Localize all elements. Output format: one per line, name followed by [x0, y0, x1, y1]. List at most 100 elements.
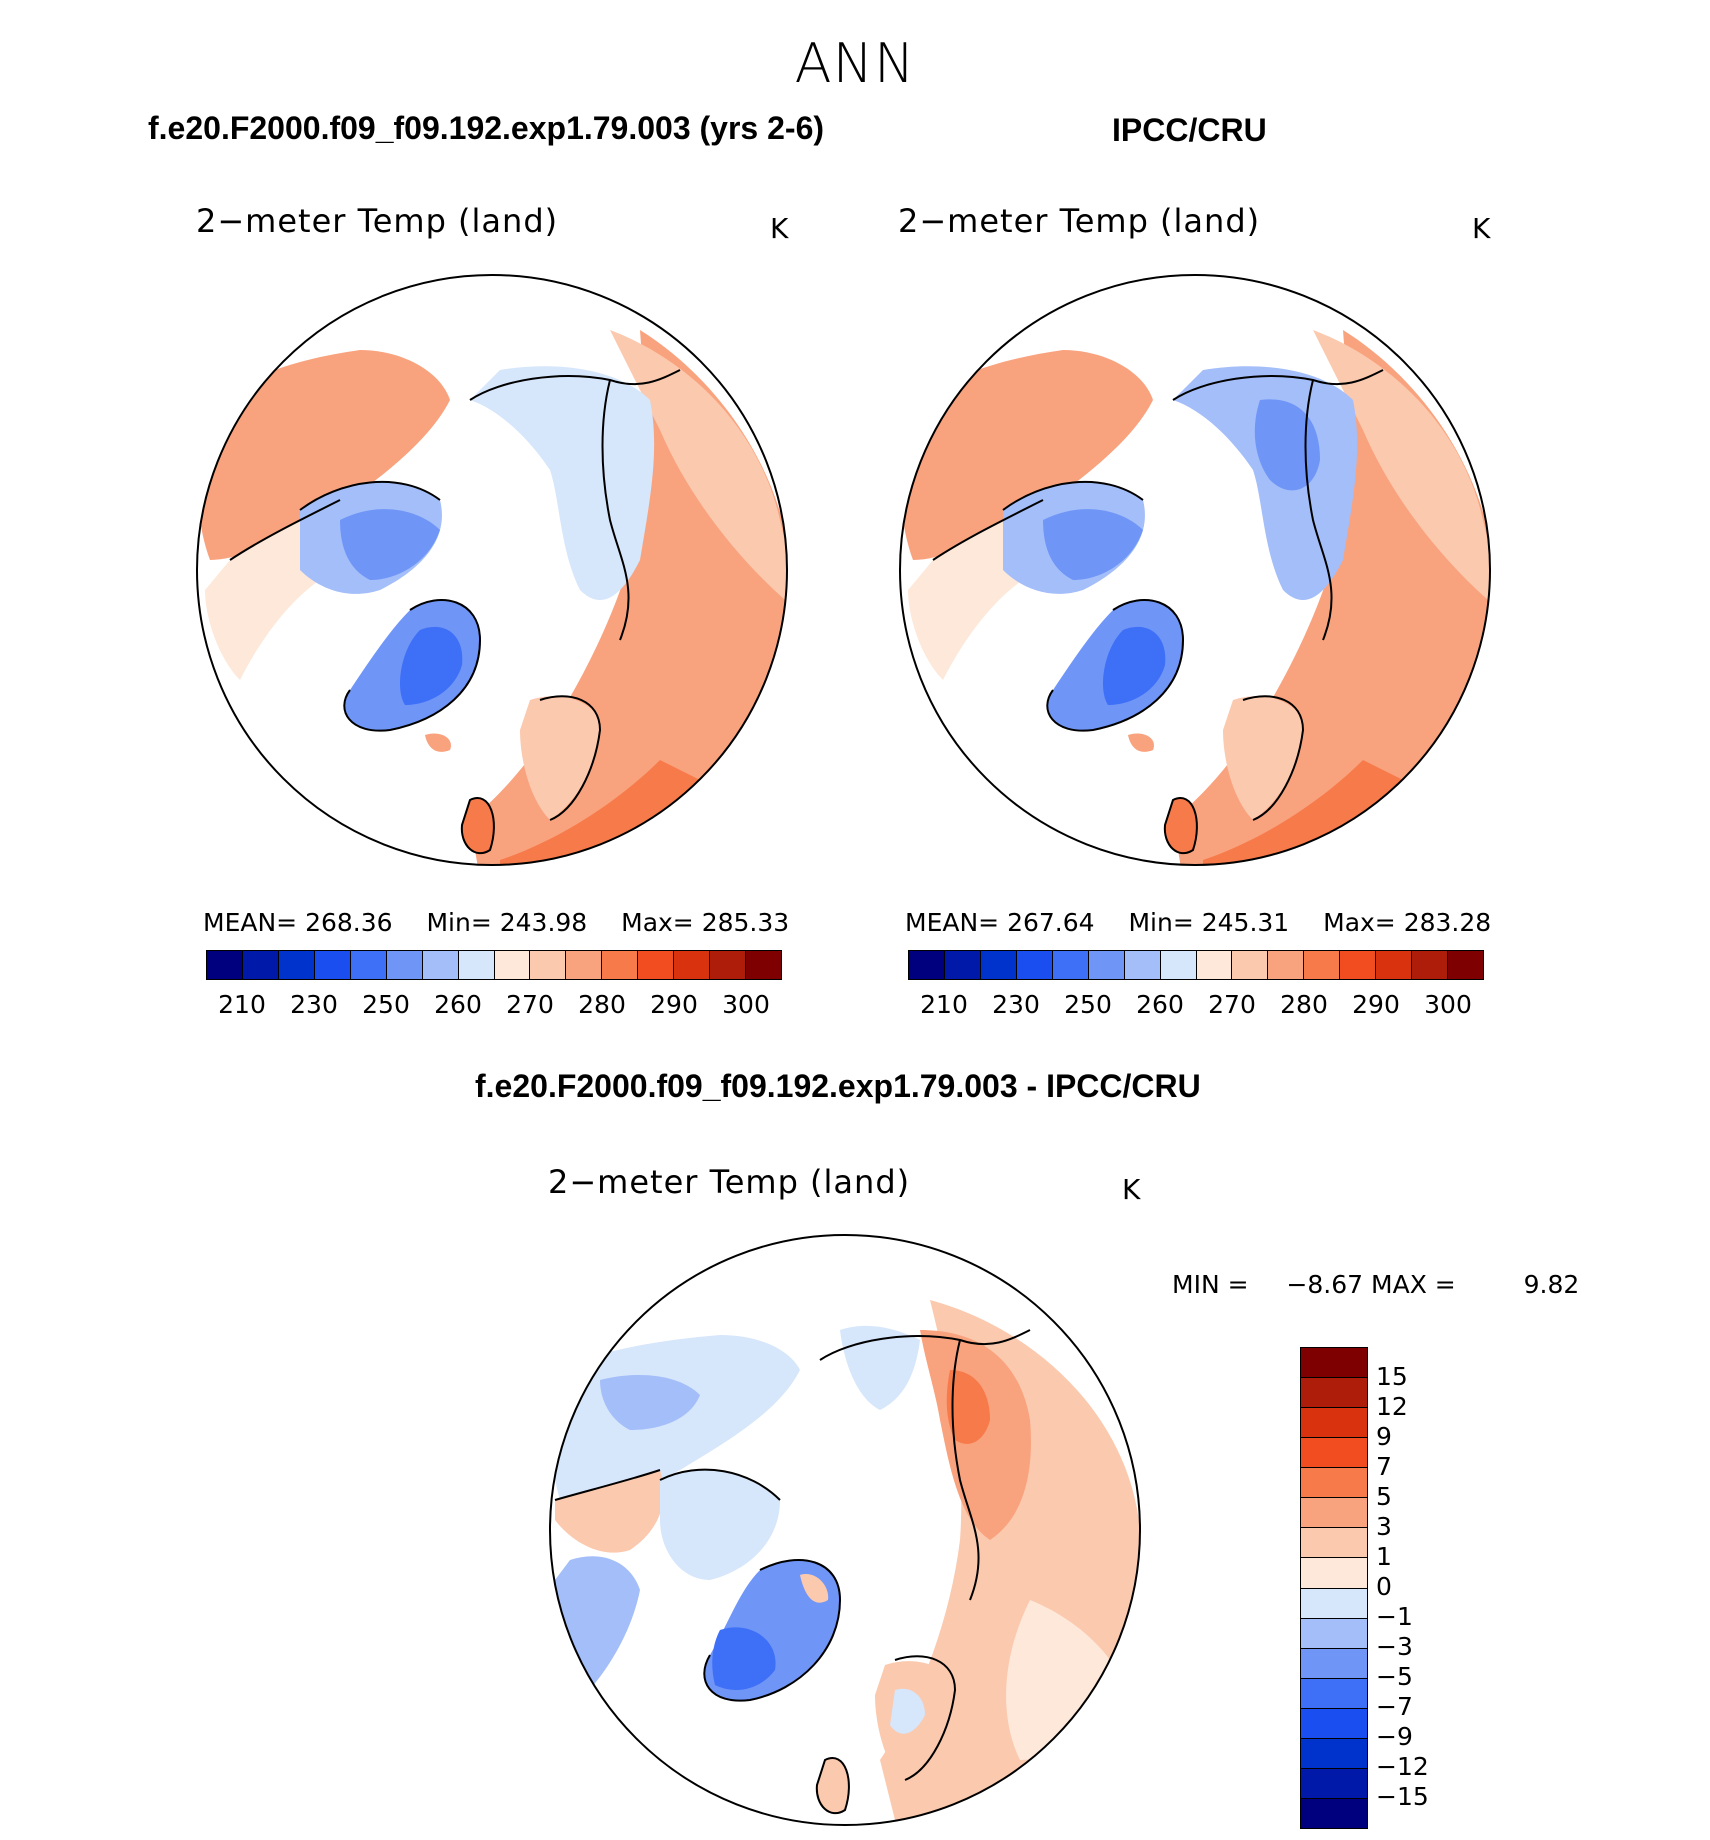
panel2-max-label: Max= [1323, 908, 1396, 937]
colorbar-swatch [1448, 951, 1483, 979]
colorbar-tick-label: 7 [1376, 1452, 1392, 1481]
colorbar-swatch [458, 951, 495, 979]
colorbar-swatch [314, 951, 351, 979]
colorbar-swatch [1301, 1468, 1367, 1499]
diff-min-value: −8.67 [1286, 1270, 1364, 1299]
colorbar-swatch [1124, 951, 1161, 979]
panel2-min-label: Min= [1128, 908, 1194, 937]
panel1-max-label: Max= [621, 908, 694, 937]
colorbar-tick-label: −15 [1376, 1782, 1429, 1811]
colorbar-swatch [1301, 1648, 1367, 1679]
colorbar-swatch [278, 951, 315, 979]
diff-case-title: f.e20.F2000.f09_f09.192.exp1.79.003 - IP… [475, 1068, 1201, 1104]
colorbar-tick-label: 280 [1280, 990, 1328, 1019]
colorbar-tick-label: 230 [992, 990, 1040, 1019]
panel2-variable-title: 2−meter Temp (land) [898, 202, 1261, 240]
colorbar-swatch [530, 951, 567, 979]
panel2-min-value: 245.31 [1201, 908, 1290, 937]
season-title: ANN [794, 32, 916, 95]
colorbar-tick-label: 260 [1136, 990, 1184, 1019]
panel1-mean-value: 268.36 [305, 908, 393, 937]
colorbar-swatch [207, 951, 243, 979]
diff-max-label: MAX = [1371, 1270, 1456, 1299]
colorbar-swatch [1301, 1678, 1367, 1709]
panel1-units: K [770, 212, 789, 245]
colorbar-swatch [1052, 951, 1089, 979]
colorbar-tick-label: 210 [920, 990, 968, 1019]
panel2-colorbar [908, 950, 1484, 980]
model-case-title: f.e20.F2000.f09_f09.192.exp1.79.003 (yrs… [148, 110, 825, 146]
colorbar-swatch [746, 951, 781, 979]
colorbar-swatch [980, 951, 1017, 979]
colorbar-swatch [1304, 951, 1341, 979]
colorbar-swatch [1301, 1378, 1367, 1409]
colorbar-swatch [1301, 1618, 1367, 1649]
panel2-max-value: 283.28 [1403, 908, 1492, 937]
colorbar-tick-label: −9 [1376, 1722, 1413, 1751]
colorbar-swatch [1232, 951, 1269, 979]
colorbar-tick-label: 250 [362, 990, 410, 1019]
diff-minmax: MIN = −8.67 MAX = 9.82 [1172, 1270, 1579, 1299]
colorbar-swatch [674, 951, 711, 979]
colorbar-tick-label: 300 [722, 990, 770, 1019]
colorbar-tick-label: 5 [1376, 1482, 1392, 1511]
colorbar-swatch [1412, 951, 1449, 979]
colorbar-tick-label: 12 [1376, 1392, 1408, 1421]
colorbar-swatch [602, 951, 639, 979]
panel1-colorbar-labels: 210 230 250 260 270 280 290 300 [206, 990, 780, 1020]
panel1-colorbar [206, 950, 782, 980]
colorbar-swatch [566, 951, 603, 979]
colorbar-tick-label: 300 [1424, 990, 1472, 1019]
colorbar-tick-label: −1 [1376, 1602, 1413, 1631]
colorbar-swatch [494, 951, 531, 979]
diff-units: K [1122, 1173, 1141, 1206]
panel1-min-label: Min= [426, 908, 492, 937]
panel1-max-value: 285.33 [701, 908, 790, 937]
panel1-variable-title: 2−meter Temp (land) [196, 202, 559, 240]
colorbar-tick-label: 210 [218, 990, 266, 1019]
colorbar-swatch [1301, 1558, 1367, 1589]
colorbar-tick-label: 290 [650, 990, 698, 1019]
diff-variable-title: 2−meter Temp (land) [548, 1163, 911, 1201]
panel1-mean-label: MEAN= [203, 908, 298, 937]
colorbar-swatch [1160, 951, 1197, 979]
colorbar-swatch [1340, 951, 1377, 979]
colorbar-swatch [638, 951, 675, 979]
colorbar-swatch [1301, 1798, 1367, 1828]
panel1-stats: MEAN= 268.36 Min= 243.98 Max= 285.33 [203, 908, 789, 937]
colorbar-tick-label: 280 [578, 990, 626, 1019]
panel2-mean-value: 267.64 [1007, 908, 1095, 937]
colorbar-tick-label: −12 [1376, 1752, 1429, 1781]
colorbar-tick-label: 270 [1208, 990, 1256, 1019]
colorbar-swatch [1301, 1588, 1367, 1619]
colorbar-tick-label: 15 [1376, 1362, 1408, 1391]
colorbar-tick-label: 3 [1376, 1512, 1392, 1541]
colorbar-tick-label: 260 [434, 990, 482, 1019]
panel2-colorbar-labels: 210 230 250 260 270 280 290 300 [908, 990, 1482, 1020]
colorbar-swatch [422, 951, 459, 979]
colorbar-swatch [1301, 1738, 1367, 1769]
diff-colorbar-labels: 15 12 9 7 5 3 1 0 −1 −3 −5 −7 −9 −12 −15 [1376, 1347, 1456, 1827]
colorbar-swatch [1301, 1708, 1367, 1739]
colorbar-swatch [944, 951, 981, 979]
colorbar-swatch [710, 951, 747, 979]
panel2-mean-label: MEAN= [905, 908, 1000, 937]
colorbar-swatch [1268, 951, 1305, 979]
colorbar-tick-label: 290 [1352, 990, 1400, 1019]
colorbar-tick-label: −5 [1376, 1662, 1413, 1691]
colorbar-tick-label: 0 [1376, 1572, 1392, 1601]
colorbar-tick-label: 270 [506, 990, 554, 1019]
obs-case-title: IPCC/CRU [1112, 112, 1267, 148]
diff-max-value: 9.82 [1523, 1270, 1580, 1299]
colorbar-swatch [1088, 951, 1125, 979]
colorbar-swatch [1376, 951, 1413, 979]
colorbar-swatch [1196, 951, 1233, 979]
panel2-stats: MEAN= 267.64 Min= 245.31 Max= 283.28 [905, 908, 1491, 937]
colorbar-swatch [350, 951, 387, 979]
colorbar-swatch [1301, 1408, 1367, 1439]
colorbar-swatch [386, 951, 423, 979]
colorbar-tick-label: 1 [1376, 1542, 1392, 1571]
colorbar-swatch [1301, 1768, 1367, 1799]
